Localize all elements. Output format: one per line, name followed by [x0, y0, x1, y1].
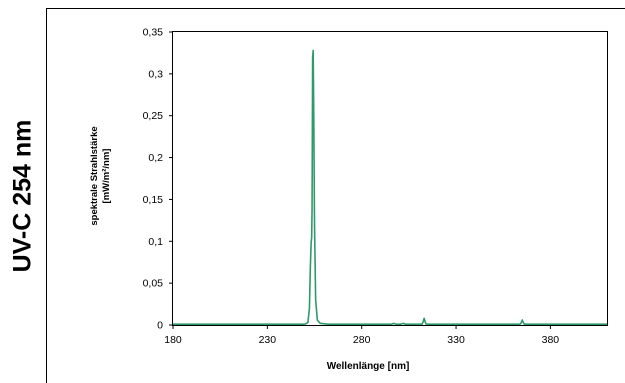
x-tick-label: 280 [353, 334, 371, 346]
chart: 180 230 280 330 380 0 0,05 0,1 0,15 0,2 0,25 0,3 0,… [89, 27, 608, 372]
series-layer [172, 49, 607, 325]
data-point [304, 324, 305, 325]
data-point [606, 324, 607, 325]
y-tick-label: 0,1 [148, 236, 163, 248]
series-line [173, 49, 607, 325]
x-tick-label: 230 [259, 334, 277, 346]
data-point [523, 322, 524, 323]
y-tick-label: 0,05 [143, 278, 164, 290]
data-point [311, 242, 312, 243]
data-point [391, 324, 392, 325]
y-tick-label: 0 [157, 320, 163, 332]
plot-area-frame [172, 31, 608, 326]
data-point [313, 115, 314, 116]
data-point [403, 323, 404, 324]
y-tick-label: 0,15 [143, 194, 164, 206]
side-label-area: UV-C 254 nm [0, 0, 46, 383]
y-tick-label: 0,35 [143, 27, 164, 39]
data-point [401, 324, 402, 325]
data-point [310, 266, 311, 267]
y-axis: 0 0,05 0,1 0,15 0,2 0,25 0,3 0,35 [143, 27, 173, 332]
data-point [307, 322, 308, 323]
data-point [424, 318, 425, 319]
data-point [393, 323, 394, 324]
data-point [424, 321, 425, 322]
y-axis-title-line-2: [mW/m²/nm] [101, 149, 112, 204]
data-point [426, 324, 427, 325]
side-label: UV-C 254 nm [8, 119, 37, 273]
data-point [314, 224, 315, 225]
x-tick-label: 330 [447, 334, 465, 346]
x-axis: 180 230 280 330 380 [164, 325, 559, 346]
data-point [421, 324, 422, 325]
data-point [423, 321, 424, 322]
y-axis-title-line-1: spektrale Strahlstärke [89, 126, 100, 225]
data-point [172, 324, 173, 325]
data-point [521, 322, 522, 323]
data-point [522, 319, 523, 320]
y-tick-label: 0,3 [148, 68, 163, 80]
data-point [311, 237, 312, 238]
y-tick-label: 0,2 [148, 152, 163, 164]
data-point [320, 323, 321, 324]
x-tick-label: 380 [542, 334, 560, 346]
x-axis-title: Wellenlänge [nm] [327, 361, 410, 372]
data-point [317, 319, 318, 320]
data-point [327, 324, 328, 325]
data-point [313, 50, 314, 51]
data-point [524, 324, 525, 325]
data-point [309, 308, 310, 309]
data-point [311, 207, 312, 208]
data-point [404, 324, 405, 325]
data-point [315, 299, 316, 300]
data-point [474, 324, 475, 325]
x-tick-label: 180 [164, 334, 182, 346]
y-axis-title: spektrale Strahlstärke [mW/m²/nm] [89, 126, 112, 225]
data-point [395, 324, 396, 325]
y-tick-label: 0,25 [143, 110, 164, 122]
data-point [520, 324, 521, 325]
data-point [312, 57, 313, 58]
